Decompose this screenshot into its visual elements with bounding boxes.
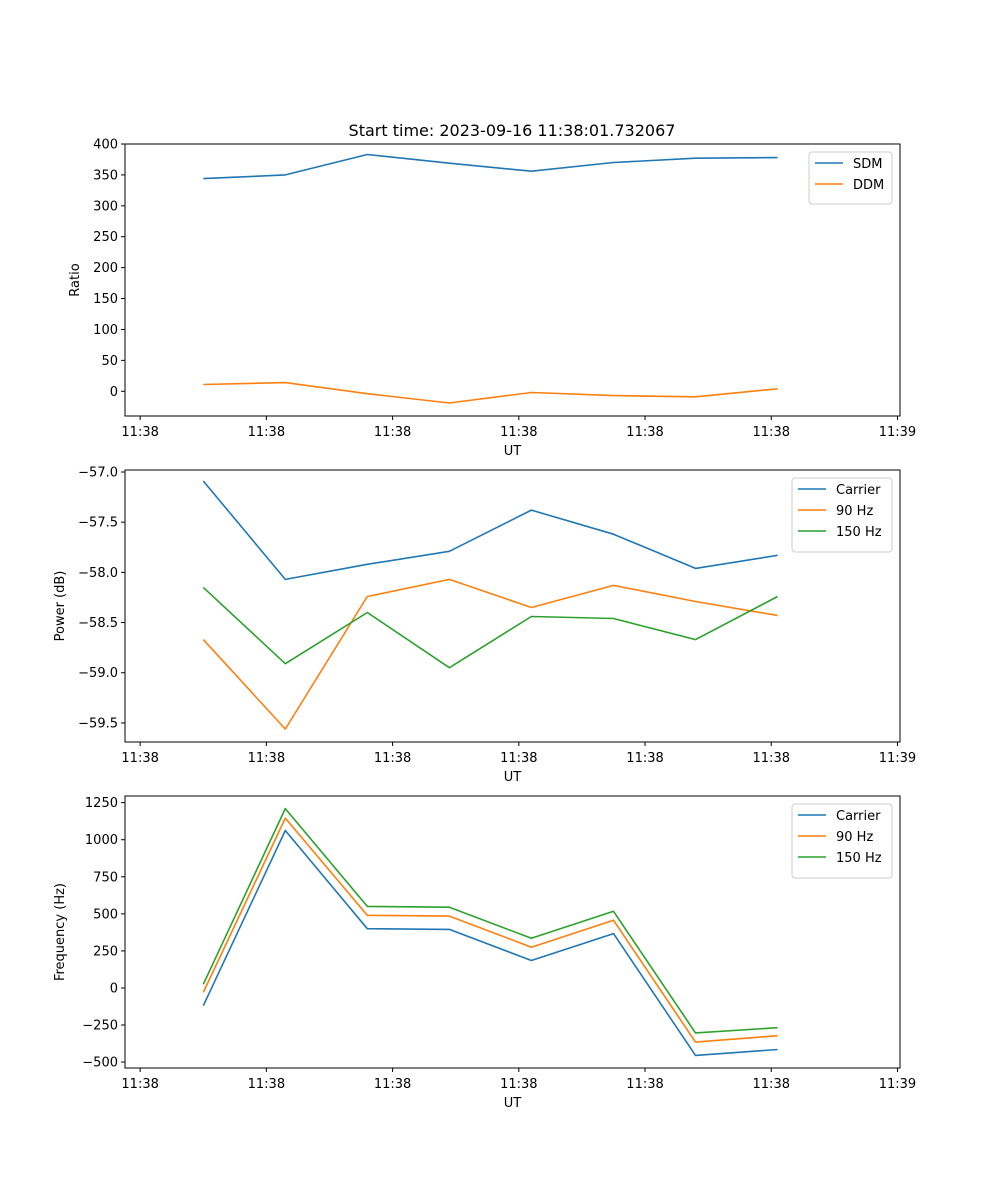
y-tick-label: −57.5 [78, 516, 118, 531]
figure-title: Start time: 2023-09-16 11:38:01.732067 [349, 121, 676, 140]
y-tick-label: 0 [110, 385, 118, 400]
legend-label-ddm: DDM [853, 178, 884, 193]
y-tick-label: 100 [93, 323, 118, 338]
y-tick-label: 500 [93, 907, 118, 922]
y-tick-label: 300 [93, 199, 118, 214]
x-tick-label: 11:38 [121, 425, 158, 440]
y-tick-label: −59.5 [78, 716, 118, 731]
y-tick-label: 400 [93, 138, 118, 153]
legend: SDM DDM [808, 151, 893, 205]
x-tick-label: 11:38 [248, 1077, 285, 1092]
x-axis-label: UT [504, 770, 522, 785]
series-line-carrier [202, 480, 778, 581]
y-tick-label: 50 [101, 354, 118, 369]
x-tick-label: 11:39 [879, 751, 916, 766]
series-line-150-hz [202, 586, 778, 669]
legend: Carrier 90 Hz 150 Hz [791, 803, 893, 879]
y-tick-label: 750 [93, 870, 118, 885]
y-tick-label: 200 [93, 261, 118, 276]
y-tick-label: 1250 [85, 796, 118, 811]
x-axis-label: UT [504, 444, 522, 459]
legend-label-150-hz: 150 Hz [836, 851, 882, 866]
x-tick-label: 11:38 [626, 1077, 663, 1092]
legend-label-carrier: Carrier [836, 483, 881, 498]
legend-box [791, 803, 893, 879]
x-tick-label: 11:38 [500, 1077, 537, 1092]
x-tick-label: 11:38 [374, 1077, 411, 1092]
x-tick-label: 11:38 [121, 751, 158, 766]
y-tick-label: 1000 [85, 833, 118, 848]
y-tick-label: 0 [110, 981, 118, 996]
y-tick-label: −57.0 [78, 466, 118, 481]
y-axis-label: Ratio [68, 263, 83, 296]
x-tick-label: 11:38 [626, 425, 663, 440]
x-tick-label: 11:38 [753, 1077, 790, 1092]
x-tick-label: 11:38 [121, 1077, 158, 1092]
y-tick-label: −250 [82, 1019, 118, 1034]
legend-label-carrier: Carrier [836, 809, 881, 824]
y-tick-label: −59.0 [78, 666, 118, 681]
y-tick-label: −58.5 [78, 616, 118, 631]
legend-label-90-hz: 90 Hz [836, 504, 873, 519]
series-line-carrier [202, 829, 778, 1057]
series-line-sdm [203, 153, 778, 180]
axes-frame [124, 143, 901, 417]
legend-label-sdm: SDM [853, 157, 882, 172]
series-line-ddm [203, 381, 778, 404]
x-tick-label: 11:38 [500, 425, 537, 440]
x-tick-label: 11:38 [753, 425, 790, 440]
x-tick-label: 11:38 [753, 751, 790, 766]
legend-label-150-hz: 150 Hz [836, 525, 882, 540]
y-axis-label: Power (dB) [53, 571, 68, 642]
x-tick-label: 11:38 [248, 751, 285, 766]
x-axis-label: UT [504, 1096, 522, 1111]
x-tick-label: 11:39 [879, 425, 916, 440]
y-tick-label: 150 [93, 292, 118, 307]
y-tick-label: −500 [82, 1056, 118, 1071]
y-tick-label: −58.0 [78, 566, 118, 581]
frequency-panel: 11:38 11:38 11:38 11:38 11:38 11:38 11:39 −500 −… [53, 795, 916, 1111]
ratio-panel: 11:38 11:38 11:38 11:38 11:38 11:38 11:39 0 50 10… [68, 138, 916, 460]
x-tick-label: 11:38 [500, 751, 537, 766]
legend-box [791, 477, 893, 553]
legend-label-90-hz: 90 Hz [836, 830, 873, 845]
x-tick-label: 11:38 [374, 425, 411, 440]
x-tick-label: 11:38 [374, 751, 411, 766]
y-axis-label: Frequency (Hz) [53, 883, 68, 981]
axes-frame [124, 795, 901, 1069]
axes-frame [124, 469, 901, 743]
power-panel: 11:38 11:38 11:38 11:38 11:38 11:38 11:39 −59.5… [53, 466, 916, 785]
x-tick-label: 11:38 [248, 425, 285, 440]
y-tick-label: 250 [93, 944, 118, 959]
y-tick-label: 350 [93, 168, 118, 183]
series-line-90-hz [202, 817, 778, 1043]
legend: Carrier 90 Hz 150 Hz [791, 477, 893, 553]
series-line-150-hz [202, 807, 778, 1034]
y-tick-label: 250 [93, 230, 118, 245]
legend-box [808, 151, 893, 205]
series-line-90-hz [202, 578, 778, 730]
x-tick-label: 11:39 [879, 1077, 916, 1092]
x-tick-label: 11:38 [626, 751, 663, 766]
